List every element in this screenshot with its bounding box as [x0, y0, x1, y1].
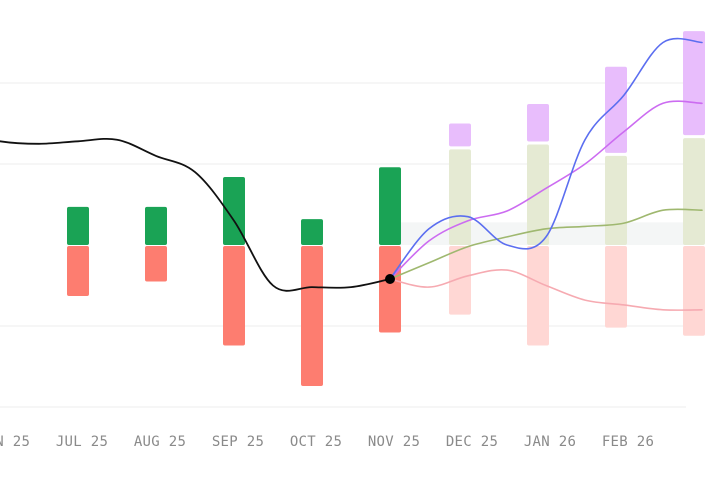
bar-inflow — [379, 167, 401, 245]
bar-outflow-forecast — [683, 246, 705, 336]
x-tick-label: NOV 25 — [368, 434, 420, 450]
current-point-marker — [385, 274, 395, 285]
x-tick-label: FEB 26 — [602, 434, 654, 450]
x-tick-label: SEP 25 — [212, 434, 264, 450]
bar-outflow — [301, 246, 323, 386]
x-tick-label: AUG 25 — [134, 434, 186, 450]
bar-inflow-forecast — [527, 144, 549, 245]
bar-outflow-forecast — [605, 246, 627, 328]
series-line-forecast-mid — [389, 208, 703, 280]
bar-inflow — [301, 219, 323, 245]
bar-upside-forecast — [605, 66, 627, 153]
bar-upside-forecast — [449, 123, 471, 147]
x-axis-ticks: JUN 25 JUL 25 AUG 25 SEP 25 OCT 25 NOV 25 DEC … — [0, 434, 654, 450]
x-tick-label: JUN 25 — [0, 434, 30, 450]
series-line-forecast-upper — [389, 100, 703, 280]
bar-outflow — [379, 246, 401, 333]
bar-outflow-forecast — [527, 246, 549, 346]
grid-layer — [0, 82, 686, 408]
bar-outflow-forecast — [449, 246, 471, 315]
x-tick-label: DEC 25 — [446, 434, 498, 450]
bar-upside-forecast — [527, 104, 549, 142]
line-layer — [0, 37, 703, 311]
bar-inflow — [67, 206, 89, 245]
bar-inflow-forecast — [605, 155, 627, 245]
series-line-history — [0, 137, 391, 292]
series-line-forecast-low — [389, 268, 703, 311]
bar-inflow-forecast — [449, 149, 471, 245]
bar-inflow — [145, 206, 167, 245]
x-tick-label: JUL 25 — [56, 434, 108, 450]
bar-outflow — [223, 246, 245, 346]
bar-outflow — [67, 246, 89, 297]
x-tick-label: JAN 26 — [524, 434, 576, 450]
bar-inflow-forecast — [683, 138, 705, 245]
series-line-forecast-high — [389, 37, 703, 280]
bar-outflow — [145, 246, 167, 282]
bar-layer — [67, 31, 705, 386]
x-tick-label: OCT 25 — [290, 434, 342, 450]
bar-upside-forecast — [683, 31, 705, 136]
